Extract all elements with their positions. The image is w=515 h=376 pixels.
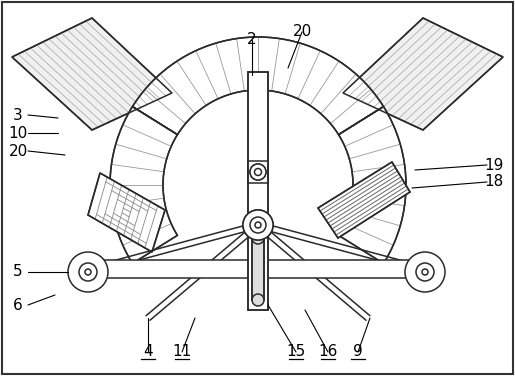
Polygon shape: [338, 106, 406, 264]
Text: 10: 10: [8, 126, 28, 141]
Circle shape: [243, 210, 273, 240]
Circle shape: [250, 217, 266, 233]
Circle shape: [254, 168, 262, 176]
Circle shape: [405, 252, 445, 292]
Text: 20: 20: [293, 24, 312, 39]
Circle shape: [250, 164, 266, 180]
Polygon shape: [82, 260, 432, 278]
Circle shape: [416, 263, 434, 281]
Circle shape: [243, 210, 273, 240]
Circle shape: [68, 252, 108, 292]
Circle shape: [79, 263, 97, 281]
Circle shape: [254, 168, 262, 176]
Text: 5: 5: [13, 264, 23, 279]
Polygon shape: [110, 106, 178, 264]
Text: 20: 20: [8, 144, 28, 159]
Circle shape: [250, 164, 266, 180]
Circle shape: [250, 217, 266, 233]
Polygon shape: [88, 173, 165, 252]
Circle shape: [255, 222, 261, 228]
Text: 9: 9: [353, 344, 363, 359]
Text: 2: 2: [247, 32, 257, 47]
Text: 3: 3: [13, 108, 23, 123]
Circle shape: [255, 222, 261, 228]
Text: 6: 6: [13, 297, 23, 312]
Polygon shape: [248, 161, 268, 183]
Polygon shape: [132, 37, 384, 135]
Text: 4: 4: [143, 344, 153, 359]
Text: 16: 16: [318, 344, 338, 359]
Polygon shape: [318, 162, 410, 238]
Polygon shape: [248, 72, 268, 310]
Text: 18: 18: [485, 174, 504, 190]
Circle shape: [422, 269, 428, 275]
Circle shape: [85, 269, 91, 275]
Polygon shape: [252, 238, 264, 300]
Circle shape: [243, 210, 273, 240]
Circle shape: [252, 294, 264, 306]
Text: 15: 15: [286, 344, 305, 359]
Polygon shape: [12, 18, 172, 130]
Circle shape: [255, 222, 261, 228]
Text: 19: 19: [484, 158, 504, 173]
Circle shape: [250, 217, 266, 233]
Circle shape: [252, 232, 264, 244]
Polygon shape: [343, 18, 503, 130]
Text: 11: 11: [173, 344, 192, 359]
